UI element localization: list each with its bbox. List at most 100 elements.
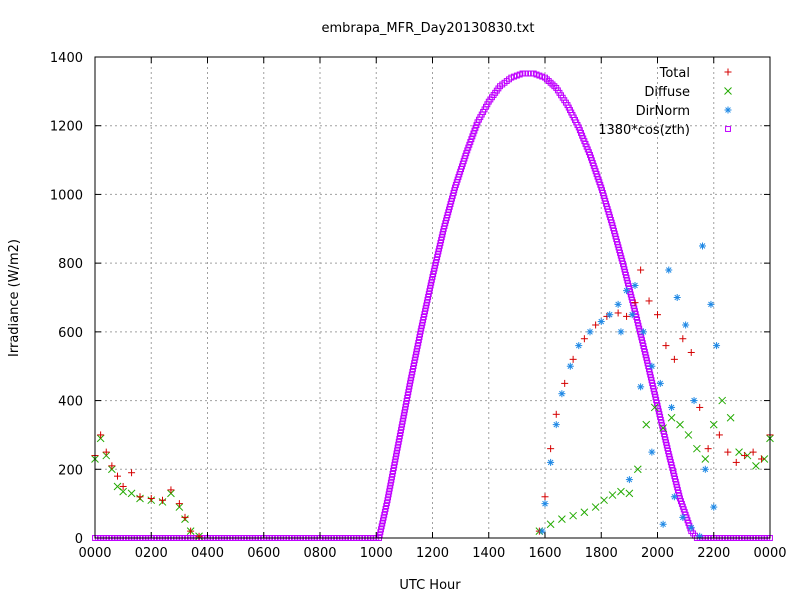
data-point	[752, 461, 760, 470]
data-point	[725, 126, 731, 132]
data-point	[541, 493, 549, 501]
data-point	[699, 242, 706, 250]
data-series	[91, 70, 774, 541]
data-point	[119, 487, 127, 496]
data-point	[648, 448, 656, 456]
data-point	[552, 421, 560, 429]
x-tick-label: 0000	[78, 546, 111, 561]
data-point	[569, 511, 577, 520]
data-point	[543, 76, 550, 83]
y-tick-label: 400	[58, 395, 83, 410]
data-point	[701, 455, 710, 463]
data-point	[679, 513, 687, 521]
data-point	[724, 106, 732, 114]
data-point	[586, 328, 594, 336]
data-point	[668, 403, 676, 411]
data-point	[547, 445, 555, 453]
data-point	[592, 321, 600, 329]
data-point	[114, 472, 121, 480]
data-point	[566, 362, 574, 370]
x-tick-label: 2000	[641, 546, 674, 561]
data-point	[732, 458, 740, 466]
data-point	[637, 266, 645, 274]
y-tick-label: 200	[58, 463, 83, 478]
data-point	[625, 489, 634, 498]
data-point	[552, 410, 560, 418]
data-point	[724, 68, 732, 76]
y-tick-label: 1000	[50, 188, 83, 203]
data-point	[741, 452, 749, 460]
x-tick-label: 0600	[247, 546, 280, 561]
data-point	[654, 311, 661, 319]
x-tick-label: 2200	[697, 546, 730, 561]
data-point	[623, 312, 631, 320]
data-point	[617, 487, 625, 496]
y-tick-label: 1400	[50, 51, 83, 66]
data-point	[575, 342, 583, 350]
data-point	[541, 500, 549, 508]
y-tick-label: 600	[58, 326, 83, 341]
axis-ticks: 0000 0200 0400 0600 0800 1000 1200 1400 1600 1800…	[50, 51, 787, 561]
data-point	[648, 362, 656, 370]
data-point	[676, 420, 684, 429]
x-tick-label: 1000	[360, 546, 393, 561]
data-point	[667, 413, 676, 422]
y-tick-label: 1200	[50, 120, 83, 135]
data-point	[656, 379, 664, 387]
x-tick-label: 0800	[303, 546, 336, 561]
data-point	[97, 431, 105, 439]
y-axis-label: Irradiance (W/m2)	[7, 239, 22, 357]
data-point	[108, 462, 116, 470]
x-tick-label: 1200	[416, 546, 449, 561]
data-point	[670, 355, 678, 363]
data-point	[710, 503, 718, 511]
data-point	[614, 309, 622, 317]
data-point	[119, 482, 127, 490]
data-point	[670, 493, 678, 501]
data-point	[538, 527, 546, 535]
data-point	[547, 79, 554, 86]
x-axis-label: UTC Hour	[399, 578, 461, 593]
data-point	[608, 491, 617, 499]
data-point	[724, 448, 732, 456]
data-point	[625, 476, 633, 484]
data-point	[549, 81, 556, 88]
x-tick-label: 1800	[585, 546, 618, 561]
data-point	[569, 355, 577, 363]
data-point	[659, 424, 667, 432]
data-point	[187, 527, 195, 535]
data-point	[707, 300, 715, 308]
legend-label: Diffuse	[644, 85, 690, 100]
data-point	[175, 500, 183, 508]
data-point	[147, 494, 155, 502]
data-point	[580, 508, 589, 517]
data-point	[623, 287, 631, 295]
grid-lines	[95, 57, 770, 538]
data-point	[195, 532, 203, 540]
data-point	[551, 83, 558, 90]
data-point	[617, 328, 625, 336]
data-point	[159, 496, 166, 504]
data-point	[637, 383, 645, 391]
data-point	[633, 465, 642, 474]
data-point	[701, 465, 709, 473]
data-point	[709, 420, 718, 429]
data-point	[102, 448, 110, 456]
data-point	[542, 74, 548, 81]
data-point	[545, 78, 552, 84]
data-point	[715, 431, 723, 439]
data-point	[758, 455, 766, 463]
data-point	[546, 520, 555, 529]
series-1	[91, 396, 774, 541]
data-point	[558, 515, 566, 523]
data-point	[631, 299, 639, 307]
data-point	[645, 297, 653, 305]
data-point	[128, 469, 136, 477]
data-point	[561, 379, 569, 387]
data-point	[597, 318, 605, 326]
data-point	[687, 524, 695, 532]
x-tick-label: 0200	[135, 546, 168, 561]
data-point	[650, 403, 659, 412]
x-tick-label: 0000	[753, 546, 786, 561]
